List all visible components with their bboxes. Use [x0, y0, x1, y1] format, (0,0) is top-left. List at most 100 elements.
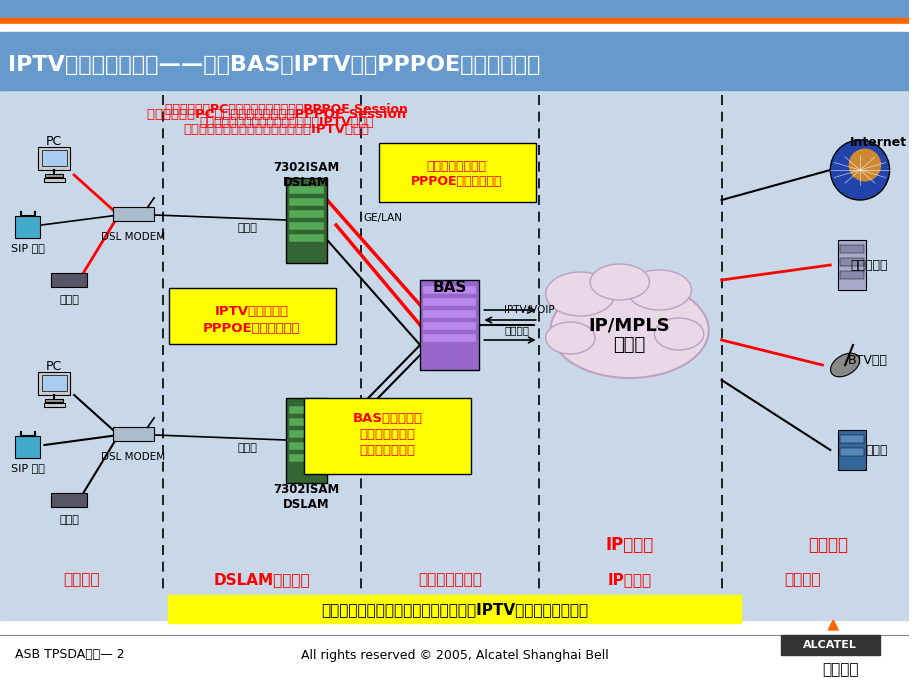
- Bar: [839, 271, 863, 279]
- FancyBboxPatch shape: [169, 288, 335, 344]
- Polygon shape: [827, 620, 837, 630]
- Text: 用户线: 用户线: [237, 223, 256, 233]
- Text: SIP 电话: SIP 电话: [11, 243, 44, 253]
- Text: DSLAM宽带接入: DSLAM宽带接入: [213, 573, 310, 587]
- Bar: [43, 402, 65, 407]
- Bar: [423, 286, 476, 294]
- Bar: [289, 454, 323, 462]
- Bar: [423, 322, 476, 330]
- Bar: [286, 178, 327, 263]
- Bar: [289, 234, 323, 242]
- Bar: [39, 147, 70, 170]
- Text: 每用户分别由PC和机顶盒分别发起二条PPPOE Session: 每用户分别由PC和机顶盒分别发起二条PPPOE Session: [165, 103, 408, 116]
- Text: 软交换: 软交换: [864, 444, 887, 457]
- Bar: [839, 448, 863, 456]
- Text: ALCATEL: ALCATEL: [802, 640, 857, 650]
- Text: 每用户分别由PC和机顶盒分别发起二条PPPOE Session
，一条为高速上网业务，另外一条为IPTV业务。: 每用户分别由PC和机顶盒分别发起二条PPPOE Session ，一条为高速上网…: [147, 108, 406, 136]
- Ellipse shape: [550, 282, 708, 378]
- Bar: [289, 186, 323, 194]
- Bar: [839, 245, 863, 253]
- Text: PPPOE接入认证方式: PPPOE接入认证方式: [411, 175, 502, 188]
- Text: BTV前端: BTV前端: [846, 353, 887, 366]
- Circle shape: [829, 140, 889, 200]
- Text: DSL MODEM: DSL MODEM: [101, 452, 165, 462]
- Bar: [289, 430, 323, 438]
- Bar: [51, 493, 87, 507]
- Bar: [113, 208, 153, 221]
- Text: IPTV业务也使用: IPTV业务也使用: [215, 305, 289, 318]
- Bar: [286, 398, 327, 483]
- Bar: [837, 240, 865, 290]
- Bar: [168, 595, 741, 623]
- Bar: [16, 436, 40, 457]
- Text: IPTV/VOIP: IPTV/VOIP: [504, 305, 554, 315]
- Text: 视频服务器: 视频服务器: [849, 259, 887, 271]
- Text: PPPOE接入认证方式: PPPOE接入认证方式: [203, 322, 301, 335]
- Bar: [289, 210, 323, 218]
- Bar: [0, 90, 908, 620]
- Ellipse shape: [545, 322, 595, 354]
- Text: 业务平台: 业务平台: [784, 573, 820, 587]
- Text: 高速上网: 高速上网: [504, 325, 528, 335]
- Bar: [289, 198, 323, 206]
- Ellipse shape: [545, 272, 614, 316]
- Bar: [289, 406, 323, 414]
- Bar: [423, 334, 476, 342]
- Text: All rights reserved © 2005, Alcatel Shanghai Bell: All rights reserved © 2005, Alcatel Shan…: [301, 649, 607, 662]
- Ellipse shape: [653, 318, 703, 350]
- Text: IP城域网: IP城域网: [607, 573, 651, 587]
- FancyBboxPatch shape: [304, 398, 471, 474]
- Bar: [0, 24, 908, 32]
- Bar: [42, 150, 67, 166]
- Bar: [423, 298, 476, 306]
- Text: 机顶盒: 机顶盒: [59, 295, 79, 305]
- Text: SIP 电话: SIP 电话: [11, 463, 44, 473]
- Text: BAS是组播复制: BAS是组播复制: [352, 412, 422, 425]
- Bar: [289, 418, 323, 426]
- Text: 机顶盒: 机顶盒: [59, 515, 79, 525]
- Bar: [420, 280, 479, 370]
- Text: 7302ISAM
DSLAM: 7302ISAM DSLAM: [273, 161, 339, 189]
- Bar: [39, 372, 70, 395]
- Bar: [839, 435, 863, 443]
- Bar: [0, 18, 908, 24]
- Text: Internet: Internet: [849, 135, 906, 148]
- Bar: [43, 177, 65, 182]
- Text: ，一条为高速上网业务，另外一条为IPTV业务。: ，一条为高速上网业务，另外一条为IPTV业务。: [199, 116, 373, 129]
- Bar: [0, 0, 908, 18]
- Text: 7302ISAM
DSLAM: 7302ISAM DSLAM: [273, 483, 339, 511]
- Text: IP城域网: IP城域网: [605, 536, 653, 554]
- Text: 高速上网继续使用: 高速上网继续使用: [426, 160, 486, 173]
- Text: 上海贝尔: 上海贝尔: [821, 662, 857, 678]
- Text: ASB TPSDA介绍— 2: ASB TPSDA介绍— 2: [15, 649, 124, 662]
- Text: PC: PC: [46, 135, 62, 148]
- Text: IP/MPLS: IP/MPLS: [588, 316, 670, 334]
- Bar: [51, 273, 87, 287]
- Text: IPTV承载方案选择一——基于BAS的IPTV业务PPPOE接入认证模式: IPTV承载方案选择一——基于BAS的IPTV业务PPPOE接入认证模式: [8, 55, 539, 75]
- Ellipse shape: [830, 353, 858, 377]
- Text: 控制点，也是唯: 控制点，也是唯: [359, 428, 415, 441]
- Text: 城域网: 城域网: [613, 336, 645, 354]
- Bar: [289, 442, 323, 450]
- Text: DSL MODEM: DSL MODEM: [101, 232, 165, 242]
- Bar: [42, 375, 67, 391]
- Bar: [113, 427, 153, 441]
- Bar: [45, 399, 63, 402]
- Bar: [289, 222, 323, 230]
- Text: 用户线: 用户线: [237, 443, 256, 453]
- Circle shape: [847, 148, 880, 181]
- Text: PC: PC: [46, 360, 62, 373]
- FancyBboxPatch shape: [378, 143, 535, 202]
- Bar: [423, 310, 476, 318]
- Text: 为单边缘模式，问题非常明显，在规模IPTV时问题非常突出。: 为单边缘模式，问题非常明显，在规模IPTV时问题非常突出。: [321, 602, 587, 618]
- Text: 业务接入控制层: 业务接入控制层: [417, 573, 482, 587]
- Text: 家庭网络: 家庭网络: [62, 573, 99, 587]
- Bar: [45, 174, 63, 177]
- Text: 一的业务区分点: 一的业务区分点: [359, 444, 415, 457]
- Bar: [839, 258, 863, 266]
- Bar: [780, 635, 879, 655]
- Bar: [0, 32, 908, 90]
- Ellipse shape: [589, 264, 649, 300]
- Ellipse shape: [627, 270, 691, 310]
- Bar: [16, 216, 40, 237]
